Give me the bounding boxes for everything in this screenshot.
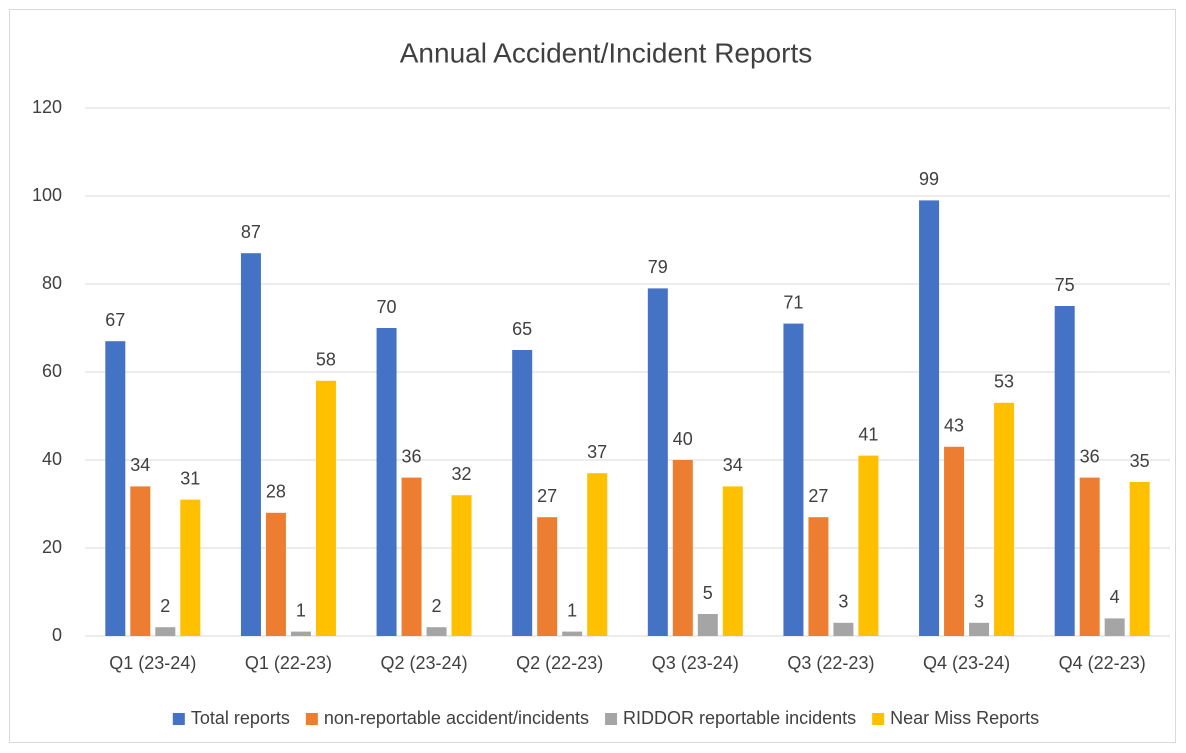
data-label: 71: [783, 292, 803, 312]
bar: [180, 499, 201, 636]
bar: [1079, 477, 1100, 636]
bar: [426, 627, 447, 636]
bar: [672, 460, 693, 636]
data-label: 65: [512, 319, 532, 339]
bar: [451, 495, 472, 636]
legend-swatch: [305, 713, 318, 725]
x-tick-label: Q4 (23-24): [923, 653, 1010, 673]
data-label: 53: [994, 372, 1014, 392]
x-tick-label: Q3 (23-24): [652, 653, 739, 673]
y-tick-label: 0: [52, 625, 62, 645]
data-label: 27: [808, 486, 828, 506]
bar: [265, 512, 286, 636]
bar: [537, 517, 558, 636]
data-label: 40: [673, 429, 693, 449]
bar: [401, 477, 422, 636]
bar: [858, 455, 879, 636]
bar: [105, 341, 126, 636]
bar: [919, 200, 940, 636]
bar: [969, 622, 990, 636]
x-tick-label: Q1 (22-23): [245, 653, 332, 673]
data-label: 99: [919, 169, 939, 189]
legend-swatch: [172, 713, 185, 725]
data-label: 67: [105, 310, 125, 330]
bar: [315, 380, 336, 636]
data-label: 75: [1055, 275, 1075, 295]
bar: [155, 627, 176, 636]
x-tick-label: Q2 (23-24): [381, 653, 468, 673]
bar: [1054, 306, 1075, 636]
data-label: 58: [316, 350, 336, 370]
bar: [130, 486, 151, 636]
legend-swatch: [605, 713, 618, 725]
data-label: 3: [838, 592, 848, 612]
data-label: 34: [130, 455, 150, 475]
data-label: 27: [537, 486, 557, 506]
legend-label: RIDDOR reportable incidents: [623, 708, 856, 728]
data-label: 1: [296, 600, 306, 620]
bar: [722, 486, 743, 636]
y-tick-label: 60: [42, 361, 62, 381]
bar: [290, 631, 311, 636]
legend-label: non-reportable accident/incidents: [324, 708, 589, 728]
data-label: 41: [858, 424, 878, 444]
bar: [697, 614, 718, 636]
data-label: 37: [587, 442, 607, 462]
data-label: 31: [180, 468, 200, 488]
data-label: 4: [1110, 587, 1120, 607]
data-label: 70: [377, 297, 397, 317]
data-label: 43: [944, 416, 964, 436]
y-tick-label: 80: [42, 273, 62, 293]
data-label: 2: [160, 596, 170, 616]
bar: [1104, 618, 1125, 636]
bar: [376, 328, 397, 636]
bar: [833, 622, 854, 636]
bar: [240, 253, 261, 636]
legend-swatch: [872, 713, 885, 725]
legend-label: Total reports: [191, 708, 290, 728]
data-label: 28: [266, 482, 286, 502]
bar: [587, 473, 608, 636]
y-tick-label: 40: [42, 449, 62, 469]
data-label: 5: [703, 583, 713, 603]
bar: [808, 517, 829, 636]
y-tick-label: 120: [32, 97, 62, 117]
bar: [783, 323, 804, 636]
y-tick-label: 100: [32, 185, 62, 205]
data-label: 32: [452, 464, 472, 484]
data-label: 87: [241, 222, 261, 242]
data-label: 2: [432, 596, 442, 616]
x-tick-label: Q4 (22-23): [1059, 653, 1146, 673]
bar: [562, 631, 583, 636]
x-tick-label: Q2 (22-23): [516, 653, 603, 673]
data-label: 36: [402, 446, 422, 466]
bar: [647, 288, 668, 636]
x-tick-label: Q1 (23-24): [109, 653, 196, 673]
bar: [994, 402, 1015, 636]
bar: [944, 446, 965, 636]
data-label: 3: [974, 592, 984, 612]
legend-label: Near Miss Reports: [890, 708, 1039, 728]
chart-title: Annual Accident/Incident Reports: [400, 37, 812, 68]
bar: [512, 350, 533, 636]
data-label: 79: [648, 257, 668, 277]
bar: [1129, 482, 1150, 636]
data-label: 34: [723, 455, 743, 475]
data-label: 36: [1080, 446, 1100, 466]
y-tick-label: 20: [42, 537, 62, 557]
data-label: 35: [1130, 451, 1150, 471]
data-label: 1: [567, 600, 577, 620]
x-tick-label: Q3 (22-23): [787, 653, 874, 673]
